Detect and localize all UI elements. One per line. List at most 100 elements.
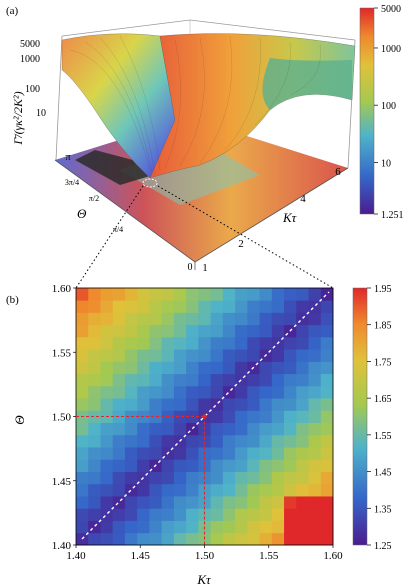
heatmap-cell bbox=[149, 312, 163, 326]
heatmap-cell bbox=[235, 300, 248, 313]
heatmap-cell bbox=[76, 336, 89, 350]
heatmap-cell bbox=[186, 459, 199, 472]
ktau-tick-label: 6 bbox=[335, 166, 341, 178]
heatmap-cell bbox=[198, 349, 212, 362]
heatmap-cell bbox=[161, 349, 175, 362]
heatmap-cell bbox=[210, 300, 224, 313]
heatmap-cell bbox=[271, 471, 285, 485]
heatmap-cell bbox=[320, 300, 334, 313]
heatmap-cell bbox=[308, 520, 322, 534]
heatmap-cell bbox=[88, 532, 101, 546]
heatmap-cell bbox=[161, 483, 175, 497]
heatmap-cell bbox=[186, 496, 199, 509]
heatmap-cell bbox=[271, 447, 285, 460]
heatmap-cell bbox=[320, 398, 334, 411]
heatmap-cell bbox=[259, 398, 273, 411]
heatmap-cell bbox=[173, 373, 187, 387]
heatmap-cell bbox=[284, 361, 297, 375]
heatmap-cell bbox=[210, 336, 224, 350]
heatmap-cell bbox=[88, 349, 101, 362]
heatmap-cell bbox=[222, 300, 236, 313]
heatmap-cell bbox=[247, 422, 260, 436]
heatmap-cell bbox=[320, 324, 334, 338]
heatmap-cell bbox=[210, 520, 224, 534]
heatmap-cell bbox=[308, 422, 322, 436]
ktau-tick-label: 2 bbox=[238, 238, 244, 250]
heatmap-cell bbox=[259, 483, 273, 497]
heatmap-cell bbox=[149, 361, 163, 375]
heatmap-cell bbox=[235, 312, 248, 326]
heatmap-cell bbox=[149, 410, 163, 424]
heatmap-cell bbox=[100, 422, 114, 436]
heatmap-cell bbox=[284, 520, 297, 534]
heatmap-cell bbox=[296, 447, 309, 460]
connector-left bbox=[75, 185, 144, 289]
heatmap-cell bbox=[222, 508, 236, 521]
heatmap-cell bbox=[296, 349, 309, 362]
heatmap-cell bbox=[198, 434, 212, 448]
heatmap-cell bbox=[247, 496, 260, 509]
heatmap-cell bbox=[320, 483, 334, 497]
heatmap-cell bbox=[112, 471, 126, 485]
heatmap-cell bbox=[247, 434, 260, 448]
heatmap-cell bbox=[173, 496, 187, 509]
heatmap-cell bbox=[88, 434, 101, 448]
heatmap-cell bbox=[137, 324, 150, 338]
heatmap-cell bbox=[247, 349, 260, 362]
minimum-marker bbox=[202, 414, 207, 419]
heatmap-cell bbox=[100, 520, 114, 534]
ktau-tick-label: 1 bbox=[202, 262, 208, 274]
heatmap-cell bbox=[186, 434, 199, 448]
heatmap-cell bbox=[173, 300, 187, 313]
heatmap-cell bbox=[296, 459, 309, 472]
colorbar-b-tick-label: 1.35 bbox=[374, 504, 392, 515]
heatmap-cell bbox=[149, 483, 163, 497]
heatmap-cell bbox=[112, 373, 126, 387]
heatmap-cell bbox=[210, 532, 224, 546]
heatmap-cell bbox=[137, 300, 150, 313]
heatmap-cell bbox=[296, 312, 309, 326]
heatmap-cell bbox=[284, 508, 297, 521]
surface-mesh bbox=[69, 35, 321, 176]
heatmap-cell bbox=[112, 288, 126, 301]
heatmap-cell bbox=[259, 434, 273, 448]
heatmap-cell bbox=[284, 410, 297, 424]
heatmap-cell bbox=[284, 447, 297, 460]
heatmap-cell bbox=[210, 398, 224, 411]
heatmap-cell bbox=[112, 422, 126, 436]
surface-plot bbox=[54, 19, 356, 270]
heatmap-cell bbox=[296, 496, 309, 509]
colorbar-b-tick-label: 1.25 bbox=[374, 541, 392, 552]
heatmap-cell bbox=[271, 324, 285, 338]
heatmap-cell bbox=[124, 288, 138, 301]
heatmap-cell bbox=[161, 300, 175, 313]
colorbar-b-tick-label: 1.55 bbox=[374, 431, 392, 442]
heatmap-cell bbox=[173, 410, 187, 424]
heatmap-cell bbox=[222, 349, 236, 362]
heatmap-cell bbox=[259, 520, 273, 534]
heatmap-cell bbox=[247, 288, 260, 301]
heatmap-cell bbox=[247, 447, 260, 460]
heatmap-cell bbox=[222, 422, 236, 436]
y-tick-label: 1.45 bbox=[52, 476, 72, 488]
heatmap-cell bbox=[308, 324, 322, 338]
heatmap-cell bbox=[76, 483, 89, 497]
heatmap-cell bbox=[320, 471, 334, 485]
colorbar-a-tick-label: 5000 bbox=[381, 4, 401, 15]
heatmap-cell bbox=[173, 532, 187, 546]
heatmap-cell bbox=[222, 361, 236, 375]
colorbar-a-tick-label: 100 bbox=[381, 101, 396, 112]
heatmap-cell bbox=[100, 447, 114, 460]
heatmap-cell bbox=[259, 373, 273, 387]
heatmap-cell bbox=[210, 385, 224, 399]
heatmap-cell bbox=[76, 300, 89, 313]
heatmap-cell bbox=[137, 434, 150, 448]
y-tick-label: 1.60 bbox=[52, 283, 72, 295]
heatmap-cell bbox=[247, 471, 260, 485]
panel-a-label: (a) bbox=[6, 5, 19, 17]
heatmap-cell bbox=[137, 349, 150, 362]
heatmap-cell bbox=[259, 496, 273, 509]
heatmap-cell bbox=[112, 434, 126, 448]
heatmap-cell bbox=[100, 336, 114, 350]
heatmap-cell bbox=[284, 434, 297, 448]
